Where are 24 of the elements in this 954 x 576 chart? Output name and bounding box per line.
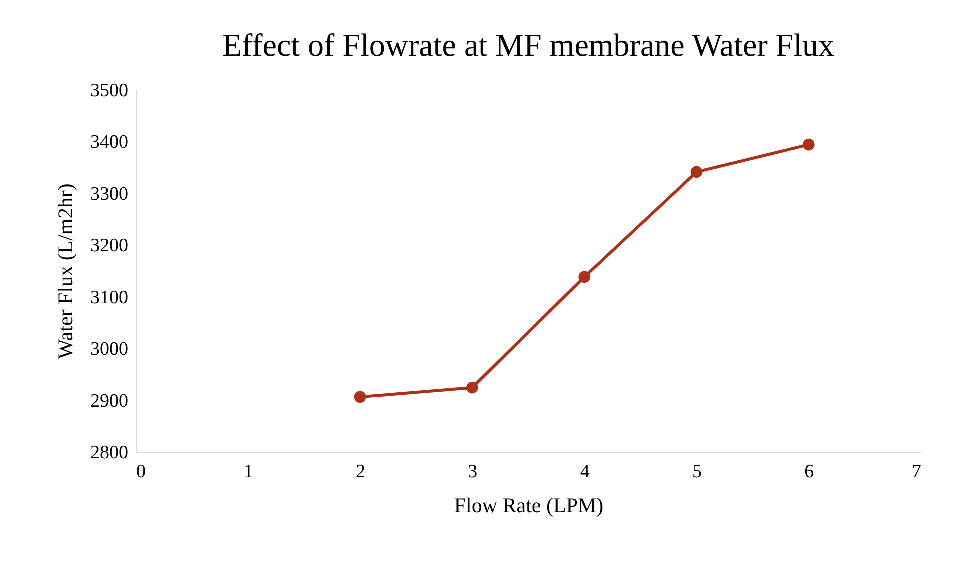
y-tick-label: 3100 [90, 287, 128, 308]
point [578, 271, 590, 284]
y-axis-title: Water Flux (L/m2hr) [54, 184, 78, 360]
point [690, 166, 703, 178]
x-tick-label: 1 [244, 462, 254, 482]
point [466, 382, 478, 394]
y-tick-label: 3300 [90, 184, 128, 205]
y-tick-label: 2800 [90, 442, 128, 464]
x-tick-label: 4 [580, 462, 590, 482]
chart-title: Effect of Flowrate at MF membrane Water Flux [222, 27, 835, 63]
x-tick-label: 3 [468, 462, 478, 482]
point [802, 138, 815, 151]
point [354, 391, 366, 404]
y-tick-label: 2900 [90, 390, 128, 412]
y-tick-label: 3200 [90, 236, 128, 257]
x-tick-label: 7 [912, 462, 922, 482]
x-tick-label: 5 [692, 462, 702, 482]
x-axis-title: Flow Rate (LPM) [454, 494, 604, 518]
y-tick-label: 3000 [90, 339, 128, 360]
y-tick-label: 3400 [90, 132, 128, 154]
x-tick-label: 0 [136, 462, 146, 482]
x-tick-label: 6 [804, 462, 814, 482]
x-tick-label: 2 [356, 462, 366, 482]
y-tick-label: 3500 [90, 80, 128, 102]
